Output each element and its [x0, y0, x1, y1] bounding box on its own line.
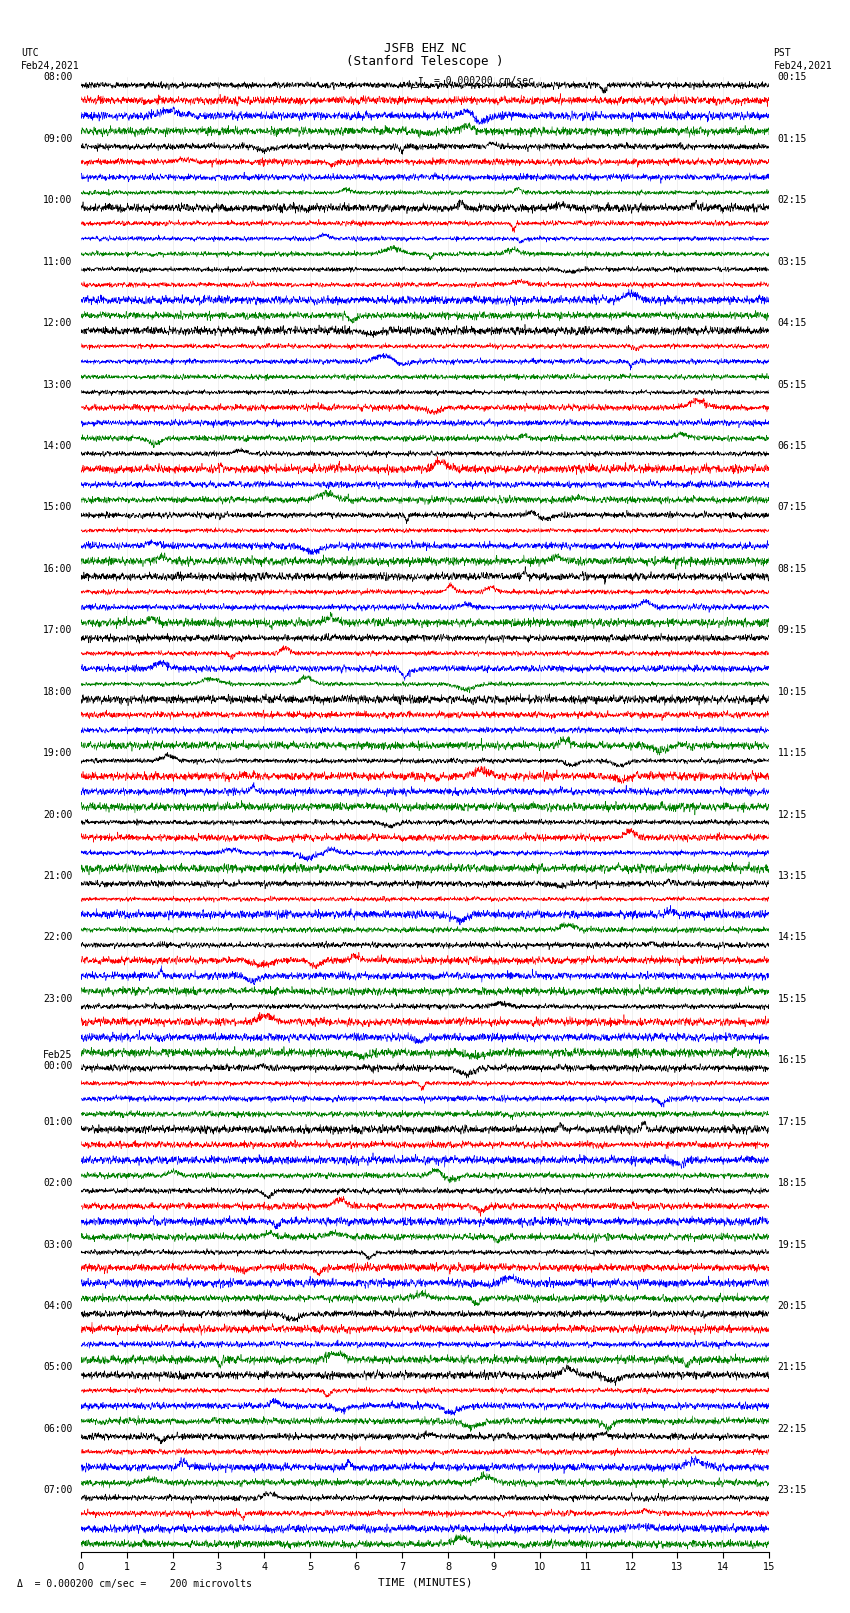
Text: 09:15: 09:15: [778, 626, 807, 636]
Text: PST: PST: [774, 48, 791, 58]
Text: 18:15: 18:15: [778, 1177, 807, 1189]
Text: 08:00: 08:00: [43, 73, 72, 82]
Text: Feb24,2021: Feb24,2021: [21, 61, 80, 71]
Text: 16:15: 16:15: [778, 1055, 807, 1065]
Text: 00:15: 00:15: [778, 73, 807, 82]
Text: = 0.000200 cm/sec: = 0.000200 cm/sec: [434, 76, 534, 85]
Text: 03:15: 03:15: [778, 256, 807, 266]
Text: 20:15: 20:15: [778, 1302, 807, 1311]
Text: 23:00: 23:00: [43, 994, 72, 1003]
Text: ̲I̲: ̲I̲: [412, 76, 429, 87]
Text: 22:00: 22:00: [43, 932, 72, 942]
Text: 17:00: 17:00: [43, 626, 72, 636]
Text: 04:00: 04:00: [43, 1302, 72, 1311]
Text: 02:00: 02:00: [43, 1177, 72, 1189]
Text: Feb24,2021: Feb24,2021: [774, 61, 832, 71]
Text: 12:15: 12:15: [778, 810, 807, 819]
Text: 12:00: 12:00: [43, 318, 72, 327]
Text: 11:15: 11:15: [778, 748, 807, 758]
Text: 20:00: 20:00: [43, 810, 72, 819]
Text: 07:15: 07:15: [778, 502, 807, 513]
Text: 10:00: 10:00: [43, 195, 72, 205]
Text: UTC: UTC: [21, 48, 39, 58]
Text: 03:00: 03:00: [43, 1239, 72, 1250]
Text: 15:00: 15:00: [43, 502, 72, 513]
Text: 21:00: 21:00: [43, 871, 72, 881]
Text: Feb25
00:00: Feb25 00:00: [43, 1050, 72, 1071]
Text: 23:15: 23:15: [778, 1486, 807, 1495]
Text: 04:15: 04:15: [778, 318, 807, 327]
Text: 17:15: 17:15: [778, 1116, 807, 1127]
Text: 15:15: 15:15: [778, 994, 807, 1003]
Text: 02:15: 02:15: [778, 195, 807, 205]
Text: 13:15: 13:15: [778, 871, 807, 881]
Text: 14:00: 14:00: [43, 440, 72, 452]
Text: 05:00: 05:00: [43, 1363, 72, 1373]
Text: JSFB EHZ NC: JSFB EHZ NC: [383, 42, 467, 55]
Text: 19:15: 19:15: [778, 1239, 807, 1250]
Text: 09:00: 09:00: [43, 134, 72, 144]
Text: (Stanford Telescope ): (Stanford Telescope ): [346, 55, 504, 68]
Text: 14:15: 14:15: [778, 932, 807, 942]
Text: 01:00: 01:00: [43, 1116, 72, 1127]
X-axis label: TIME (MINUTES): TIME (MINUTES): [377, 1578, 473, 1587]
Text: 18:00: 18:00: [43, 687, 72, 697]
Text: 06:15: 06:15: [778, 440, 807, 452]
Text: 16:00: 16:00: [43, 565, 72, 574]
Text: 22:15: 22:15: [778, 1424, 807, 1434]
Text: 06:00: 06:00: [43, 1424, 72, 1434]
Text: 21:15: 21:15: [778, 1363, 807, 1373]
Text: 10:15: 10:15: [778, 687, 807, 697]
Text: 08:15: 08:15: [778, 565, 807, 574]
Text: 07:00: 07:00: [43, 1486, 72, 1495]
Text: 05:15: 05:15: [778, 379, 807, 390]
Text: 13:00: 13:00: [43, 379, 72, 390]
Text: 11:00: 11:00: [43, 256, 72, 266]
Text: 19:00: 19:00: [43, 748, 72, 758]
Text: 01:15: 01:15: [778, 134, 807, 144]
Text: Δ  = 0.000200 cm/sec =    200 microvolts: Δ = 0.000200 cm/sec = 200 microvolts: [17, 1579, 252, 1589]
